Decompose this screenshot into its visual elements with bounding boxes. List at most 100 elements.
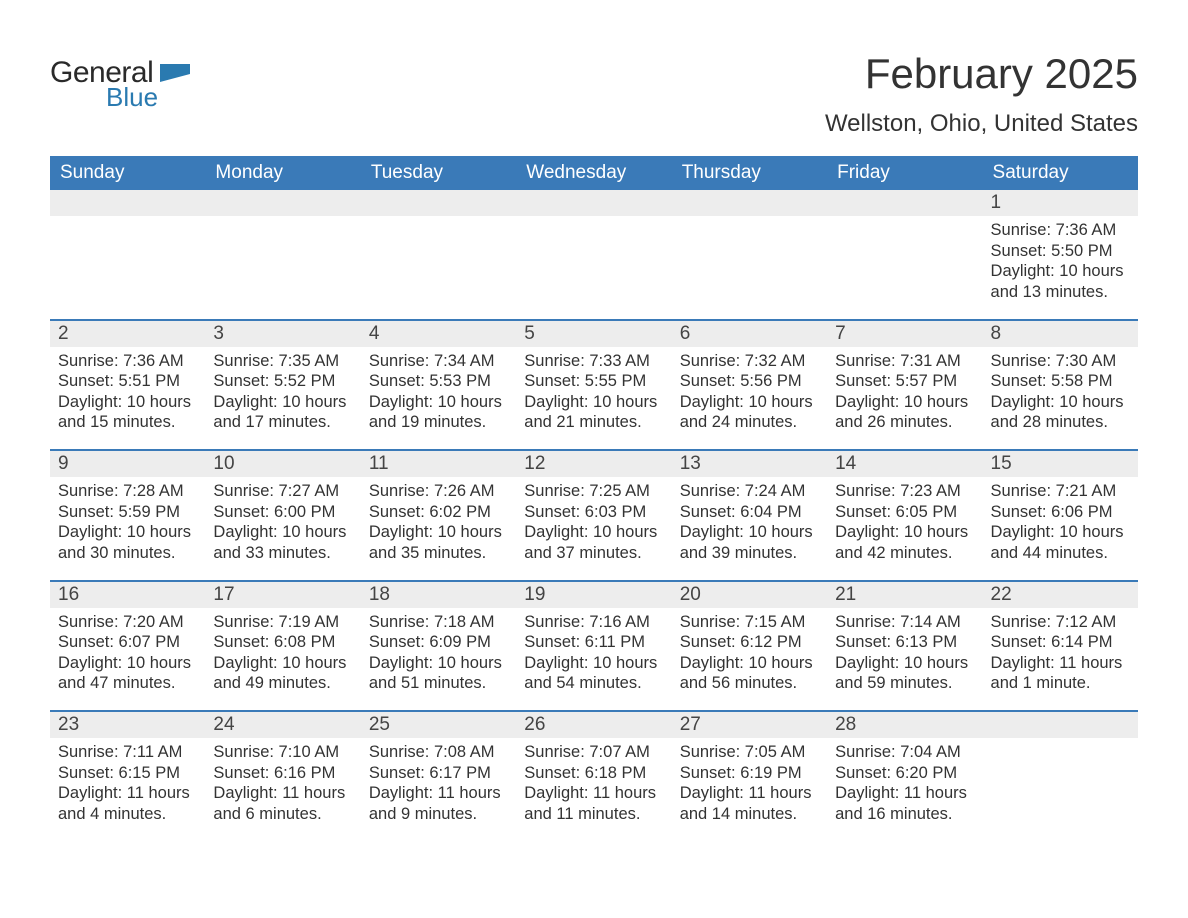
day-body: Sunrise: 7:15 AMSunset: 6:12 PMDaylight:… — [672, 608, 827, 711]
sunset-text: Sunset: 6:00 PM — [213, 502, 352, 523]
daylight-text: Daylight: 10 hours and 19 minutes. — [369, 392, 508, 433]
sunset-text: Sunset: 6:19 PM — [680, 763, 819, 784]
sunrise-text: Sunrise: 7:04 AM — [835, 742, 974, 763]
day-cell: 7Sunrise: 7:31 AMSunset: 5:57 PMDaylight… — [827, 320, 982, 451]
day-body — [827, 216, 982, 318]
sunset-text: Sunset: 5:57 PM — [835, 371, 974, 392]
daylight-text: Daylight: 10 hours and 24 minutes. — [680, 392, 819, 433]
day-number: 9 — [50, 451, 205, 477]
daylight-text: Daylight: 10 hours and 59 minutes. — [835, 653, 974, 694]
day-body: Sunrise: 7:21 AMSunset: 6:06 PMDaylight:… — [983, 477, 1138, 580]
day-header: Saturday — [983, 156, 1138, 190]
week-row: 1Sunrise: 7:36 AMSunset: 5:50 PMDaylight… — [50, 190, 1138, 320]
day-number: 26 — [516, 712, 671, 738]
day-cell: 23Sunrise: 7:11 AMSunset: 6:15 PMDayligh… — [50, 711, 205, 841]
day-cell: 20Sunrise: 7:15 AMSunset: 6:12 PMDayligh… — [672, 581, 827, 712]
day-cell: 3Sunrise: 7:35 AMSunset: 5:52 PMDaylight… — [205, 320, 360, 451]
day-number: 16 — [50, 582, 205, 608]
day-number: 25 — [361, 712, 516, 738]
day-body — [361, 216, 516, 318]
sunrise-text: Sunrise: 7:14 AM — [835, 612, 974, 633]
day-body: Sunrise: 7:35 AMSunset: 5:52 PMDaylight:… — [205, 347, 360, 450]
day-cell: 22Sunrise: 7:12 AMSunset: 6:14 PMDayligh… — [983, 581, 1138, 712]
daylight-text: Daylight: 11 hours and 14 minutes. — [680, 783, 819, 824]
day-number: 5 — [516, 321, 671, 347]
sunset-text: Sunset: 6:13 PM — [835, 632, 974, 653]
day-header: Friday — [827, 156, 982, 190]
sunrise-text: Sunrise: 7:36 AM — [991, 220, 1130, 241]
day-cell — [516, 190, 671, 320]
daylight-text: Daylight: 11 hours and 11 minutes. — [524, 783, 663, 824]
day-number: 14 — [827, 451, 982, 477]
day-body: Sunrise: 7:05 AMSunset: 6:19 PMDaylight:… — [672, 738, 827, 841]
day-number: 4 — [361, 321, 516, 347]
day-body — [205, 216, 360, 318]
sunrise-text: Sunrise: 7:12 AM — [991, 612, 1130, 633]
day-body: Sunrise: 7:10 AMSunset: 6:16 PMDaylight:… — [205, 738, 360, 841]
day-number: 20 — [672, 582, 827, 608]
sunrise-text: Sunrise: 7:08 AM — [369, 742, 508, 763]
day-header: Wednesday — [516, 156, 671, 190]
day-cell: 17Sunrise: 7:19 AMSunset: 6:08 PMDayligh… — [205, 581, 360, 712]
day-number: 2 — [50, 321, 205, 347]
daylight-text: Daylight: 10 hours and 49 minutes. — [213, 653, 352, 694]
day-body: Sunrise: 7:30 AMSunset: 5:58 PMDaylight:… — [983, 347, 1138, 450]
day-cell — [827, 190, 982, 320]
daylight-text: Daylight: 10 hours and 56 minutes. — [680, 653, 819, 694]
sunset-text: Sunset: 6:07 PM — [58, 632, 197, 653]
calendar-body: 1Sunrise: 7:36 AMSunset: 5:50 PMDaylight… — [50, 190, 1138, 841]
day-body: Sunrise: 7:19 AMSunset: 6:08 PMDaylight:… — [205, 608, 360, 711]
day-header: Monday — [205, 156, 360, 190]
sunrise-text: Sunrise: 7:15 AM — [680, 612, 819, 633]
daylight-text: Daylight: 11 hours and 9 minutes. — [369, 783, 508, 824]
sunrise-text: Sunrise: 7:35 AM — [213, 351, 352, 372]
sunrise-text: Sunrise: 7:21 AM — [991, 481, 1130, 502]
sunset-text: Sunset: 5:59 PM — [58, 502, 197, 523]
day-cell: 14Sunrise: 7:23 AMSunset: 6:05 PMDayligh… — [827, 450, 982, 581]
day-number: 21 — [827, 582, 982, 608]
day-body: Sunrise: 7:04 AMSunset: 6:20 PMDaylight:… — [827, 738, 982, 841]
sunrise-text: Sunrise: 7:23 AM — [835, 481, 974, 502]
flag-icon — [160, 64, 194, 88]
day-cell: 26Sunrise: 7:07 AMSunset: 6:18 PMDayligh… — [516, 711, 671, 841]
day-body — [50, 216, 205, 318]
day-body: Sunrise: 7:16 AMSunset: 6:11 PMDaylight:… — [516, 608, 671, 711]
sunset-text: Sunset: 6:15 PM — [58, 763, 197, 784]
sunrise-text: Sunrise: 7:20 AM — [58, 612, 197, 633]
daylight-text: Daylight: 10 hours and 26 minutes. — [835, 392, 974, 433]
day-cell: 1Sunrise: 7:36 AMSunset: 5:50 PMDaylight… — [983, 190, 1138, 320]
day-cell: 27Sunrise: 7:05 AMSunset: 6:19 PMDayligh… — [672, 711, 827, 841]
day-body: Sunrise: 7:27 AMSunset: 6:00 PMDaylight:… — [205, 477, 360, 580]
location-subtitle: Wellston, Ohio, United States — [825, 110, 1138, 138]
day-cell — [50, 190, 205, 320]
sunset-text: Sunset: 5:56 PM — [680, 371, 819, 392]
sunset-text: Sunset: 5:52 PM — [213, 371, 352, 392]
day-number: 10 — [205, 451, 360, 477]
day-header-row: Sunday Monday Tuesday Wednesday Thursday… — [50, 156, 1138, 190]
daylight-text: Daylight: 10 hours and 37 minutes. — [524, 522, 663, 563]
day-number: 6 — [672, 321, 827, 347]
day-header: Thursday — [672, 156, 827, 190]
week-row: 23Sunrise: 7:11 AMSunset: 6:15 PMDayligh… — [50, 711, 1138, 841]
sunset-text: Sunset: 6:05 PM — [835, 502, 974, 523]
day-number: 18 — [361, 582, 516, 608]
day-header: Sunday — [50, 156, 205, 190]
day-number: 17 — [205, 582, 360, 608]
week-row: 16 Sunrise: 7:20 AMSunset: 6:07 PM Dayligh… — [50, 581, 1138, 712]
daylight-text: Daylight: 10 hours and 33 minutes. — [213, 522, 352, 563]
sunrise-text: Sunrise: 7:11 AM — [58, 742, 197, 763]
day-cell: 18Sunrise: 7:18 AMSunset: 6:09 PMDayligh… — [361, 581, 516, 712]
day-body: Sunrise: 7:31 AMSunset: 5:57 PMDaylight:… — [827, 347, 982, 450]
calendar-table: Sunday Monday Tuesday Wednesday Thursday… — [50, 156, 1138, 841]
week-row: 2Sunrise: 7:36 AMSunset: 5:51 PMDaylight… — [50, 320, 1138, 451]
day-body: Sunrise: 7:08 AMSunset: 6:17 PMDaylight:… — [361, 738, 516, 841]
day-cell: 2Sunrise: 7:36 AMSunset: 5:51 PMDaylight… — [50, 320, 205, 451]
day-body: Sunrise: 7:36 AMSunset: 5:51 PMDaylight:… — [50, 347, 205, 450]
sunset-text: Sunset: 5:55 PM — [524, 371, 663, 392]
day-cell: 5Sunrise: 7:33 AMSunset: 5:55 PMDaylight… — [516, 320, 671, 451]
day-body — [516, 216, 671, 318]
logo: General Blue — [50, 50, 194, 110]
day-number — [983, 712, 1138, 738]
day-body: Sunrise: 7:32 AMSunset: 5:56 PMDaylight:… — [672, 347, 827, 450]
daylight-text: Daylight: 10 hours and 54 minutes. — [524, 653, 663, 694]
